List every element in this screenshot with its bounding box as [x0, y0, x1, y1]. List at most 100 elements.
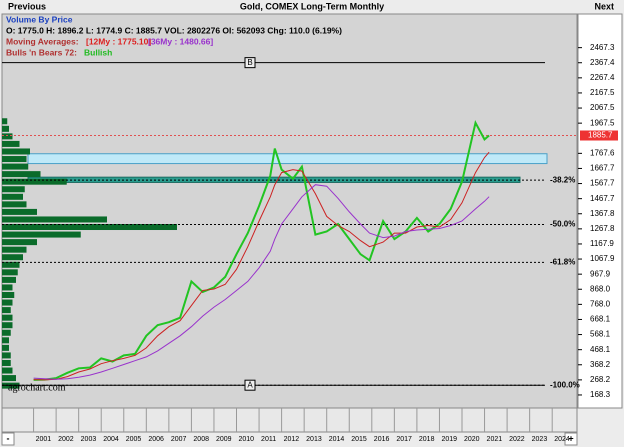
y-tick-label: 967.9 [590, 269, 611, 278]
volume-bar [2, 193, 23, 200]
y-tick-label: 768.0 [590, 299, 611, 308]
y-tick-label: 468.1 [590, 345, 611, 354]
y-tick-label: 168.3 [590, 390, 611, 399]
volume-bar [2, 322, 13, 329]
y-tick-label: 1767.6 [590, 148, 615, 157]
volume-bar [2, 216, 107, 223]
y-tick-label: 868.0 [590, 284, 611, 293]
fib-label: -50.0% [550, 220, 575, 229]
zoom-out-button[interactable] [1, 432, 15, 446]
y-tick-label: 1067.9 [590, 254, 615, 263]
last-price-box [580, 130, 618, 141]
x-tick-label: 2009 [216, 436, 232, 443]
x-tick-label: 2012 [284, 436, 300, 443]
zoom-in-button[interactable] [564, 432, 578, 446]
price-zone [27, 153, 548, 165]
volume-bar [2, 314, 13, 321]
volume-bar [2, 359, 11, 366]
volume-bar [2, 140, 20, 147]
y-tick-label: 1267.8 [590, 224, 615, 233]
fib-label: -38.2% [550, 175, 575, 184]
volume-bar [2, 276, 16, 283]
volume-bar [2, 178, 67, 185]
x-tick-label: 2005 [126, 436, 142, 443]
y-tick-label: 1167.9 [590, 239, 614, 248]
ma-12-label: [12My : 1775.10] [86, 36, 151, 46]
x-tick-label: 2010 [239, 436, 255, 443]
y-tick-label: 368.2 [590, 360, 611, 369]
x-tick-label: 2013 [306, 436, 322, 443]
volume-bar [2, 299, 13, 306]
price-line [33, 119, 490, 381]
volume-bar [2, 367, 13, 374]
y-tick-label: 568.1 [590, 330, 611, 339]
fib-label: -61.8% [550, 257, 575, 266]
volume-bar [2, 329, 11, 336]
zoom-out-label[interactable]: - [7, 433, 10, 443]
volume-by-price-label: Volume By Price [6, 14, 73, 24]
volume-bar [2, 375, 16, 382]
x-tick-label: 2015 [351, 436, 367, 443]
volume-bar [2, 133, 13, 140]
x-tick-label: 2021 [487, 436, 503, 443]
volume-bar [2, 163, 29, 170]
x-tick-label: 2024 [554, 436, 570, 443]
x-tick-label: 2022 [509, 436, 525, 443]
bb-value: Bullish [84, 47, 112, 57]
anchor-box [244, 379, 256, 391]
zoom-in-label[interactable]: + [568, 433, 573, 443]
x-tick-label: 2008 [193, 436, 209, 443]
x-tick-label: 2006 [148, 436, 164, 443]
y-tick-label: 2467.3 [590, 43, 615, 52]
volume-bar [2, 148, 30, 155]
volume-bar [2, 125, 9, 132]
x-tick-label: 2002 [58, 436, 74, 443]
last-price-label: 1885.7 [588, 131, 613, 140]
moving-average-line [33, 184, 490, 380]
volume-bar [2, 337, 9, 344]
previous-button[interactable]: Previous [8, 1, 46, 11]
y-tick-label: 668.1 [590, 315, 611, 324]
volume-bar [2, 156, 27, 163]
volume-bar [2, 344, 9, 351]
chart-title: Gold, COMEX Long-Term Monthly [240, 1, 384, 11]
x-tick-label: 2004 [103, 436, 119, 443]
volume-bar [2, 284, 13, 291]
next-button[interactable]: Next [594, 1, 614, 11]
volume-bar [2, 254, 23, 261]
y-tick-label: 1967.5 [590, 118, 615, 127]
x-tick-label: 2018 [419, 436, 435, 443]
volume-bar [2, 231, 81, 238]
ma-36-label: [36My : 1480.66] [148, 36, 213, 46]
x-tick-label: 2011 [261, 436, 276, 443]
volume-bar [2, 352, 11, 359]
y-tick-label: 2167.5 [590, 88, 615, 97]
volume-bar [2, 186, 25, 193]
volume-bar [2, 291, 15, 298]
y-tick-label: 1667.7 [590, 164, 615, 173]
volume-bar [2, 246, 27, 253]
y-tick-label: 1367.8 [590, 209, 615, 218]
bb-label: Bulls 'n Bears 72: [6, 47, 77, 57]
y-tick-label: 1467.7 [590, 194, 615, 203]
volume-bar [2, 307, 11, 314]
anchor-label: A [247, 380, 253, 389]
x-tick-label: 2017 [396, 436, 412, 443]
moving-average-line [33, 151, 490, 381]
y-tick-label: 268.2 [590, 375, 611, 384]
x-tick-label: 2023 [532, 436, 548, 443]
x-tick-label: 2014 [329, 436, 345, 443]
x-tick-label: 2001 [36, 436, 52, 443]
volume-bar [2, 171, 41, 178]
fib-label: -100.0% [550, 380, 580, 389]
volume-bar [2, 208, 37, 215]
ohlc-info: O: 1775.0 H: 1896.2 L: 1774.9 C: 1885.7 … [6, 25, 342, 35]
anchor-box [244, 57, 256, 69]
y-tick-label: 2367.4 [590, 58, 615, 67]
ma-label: Moving Averages: [6, 36, 79, 46]
y-tick-label: 2067.5 [590, 103, 615, 112]
watermark: agrochart.com [8, 382, 66, 393]
volume-bar [2, 239, 37, 246]
volume-bar [2, 261, 20, 268]
